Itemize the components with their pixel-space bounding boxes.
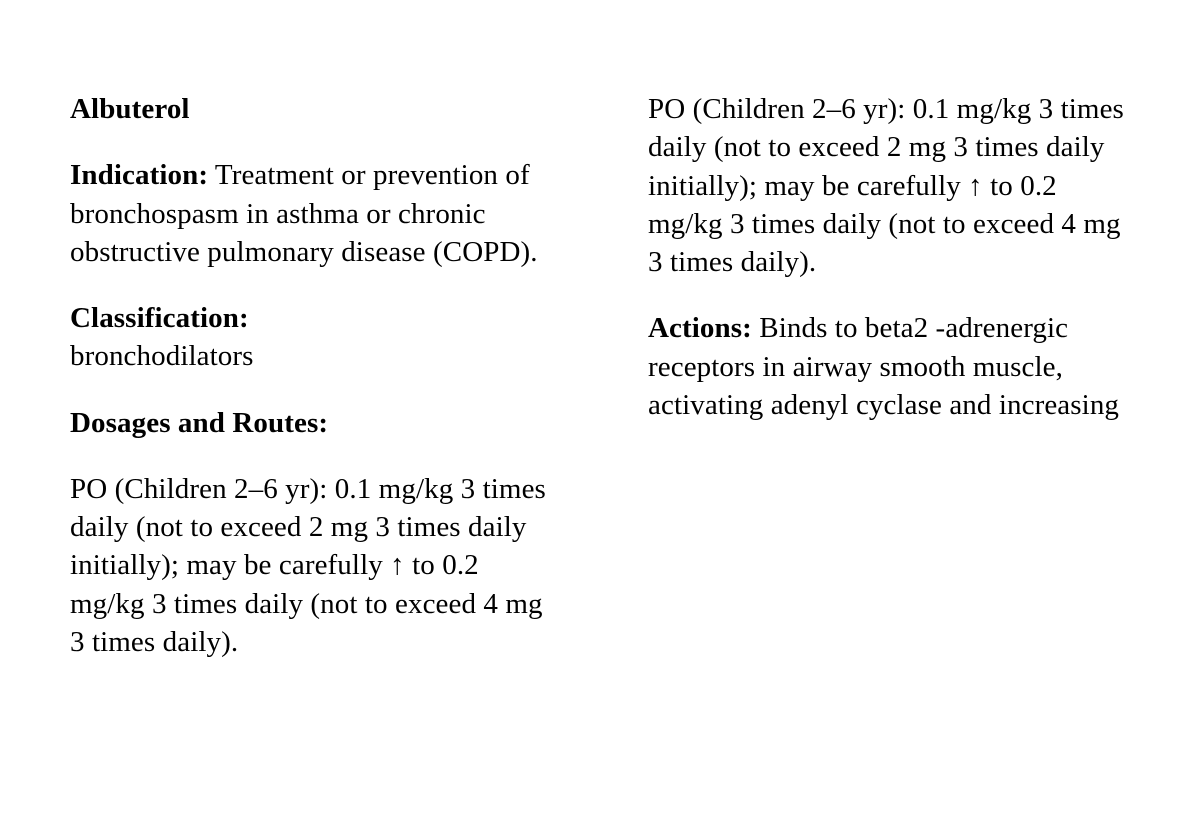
dosage-entry-2: PO (Children 2–6 yr): 0.1 mg/kg 3 times … [648, 90, 1130, 281]
classification-label: Classification: [70, 302, 249, 334]
drug-title: Albuterol [70, 90, 552, 128]
drug-info-page: Albuterol Indication: Treatment or preve… [0, 0, 1200, 840]
classification-text: bronchodilators [70, 340, 254, 372]
dosage-entry-1: PO (Children 2–6 yr): 0.1 mg/kg 3 times … [70, 470, 552, 661]
actions-block: Actions: Binds to beta2 -adrenergic rece… [648, 309, 1130, 424]
actions-label: Actions: [648, 312, 752, 344]
dosages-heading: Dosages and Routes: [70, 404, 552, 442]
indication-block: Indication: Treatment or prevention of b… [70, 156, 552, 271]
classification-block: Classification: bronchodilators [70, 299, 552, 376]
indication-label: Indication: [70, 159, 208, 191]
